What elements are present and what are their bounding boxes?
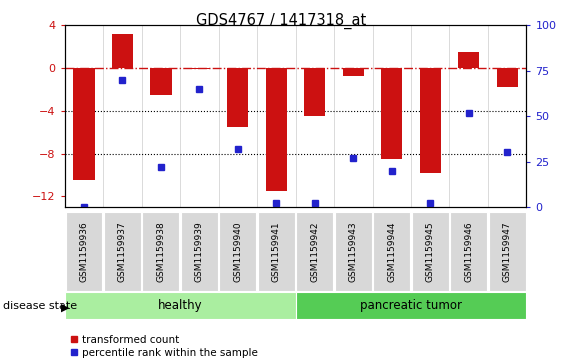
Text: GSM1159947: GSM1159947 [503, 221, 512, 282]
Bar [458, 52, 479, 68]
FancyBboxPatch shape [65, 292, 296, 319]
FancyBboxPatch shape [220, 212, 256, 290]
Text: GSM1159939: GSM1159939 [195, 221, 204, 282]
FancyBboxPatch shape [489, 212, 526, 290]
Bar [419, 68, 441, 173]
Text: GDS4767 / 1417318_at: GDS4767 / 1417318_at [196, 13, 367, 29]
FancyBboxPatch shape [181, 212, 218, 290]
Text: GSM1159945: GSM1159945 [426, 221, 435, 282]
Bar [381, 68, 403, 159]
Bar [266, 68, 287, 191]
Text: GSM1159936: GSM1159936 [79, 221, 88, 282]
Text: pancreatic tumor: pancreatic tumor [360, 299, 462, 312]
FancyBboxPatch shape [373, 212, 410, 290]
Bar [189, 68, 210, 69]
FancyBboxPatch shape [450, 212, 487, 290]
FancyBboxPatch shape [412, 212, 449, 290]
Legend: transformed count, percentile rank within the sample: transformed count, percentile rank withi… [70, 335, 258, 358]
Bar [304, 68, 325, 116]
Bar [150, 68, 172, 95]
FancyBboxPatch shape [296, 292, 526, 319]
Bar [73, 68, 95, 180]
FancyBboxPatch shape [258, 212, 295, 290]
Text: GSM1159944: GSM1159944 [387, 221, 396, 282]
Bar [112, 34, 133, 68]
FancyBboxPatch shape [65, 212, 102, 290]
Text: GSM1159941: GSM1159941 [272, 221, 281, 282]
FancyBboxPatch shape [296, 212, 333, 290]
Text: healthy: healthy [158, 299, 203, 312]
Text: ▶: ▶ [61, 303, 69, 313]
Bar [343, 68, 364, 76]
Bar [227, 68, 248, 127]
Text: GSM1159943: GSM1159943 [349, 221, 358, 282]
FancyBboxPatch shape [104, 212, 141, 290]
Text: GSM1159942: GSM1159942 [310, 221, 319, 282]
Text: GSM1159937: GSM1159937 [118, 221, 127, 282]
Text: disease state: disease state [3, 301, 77, 311]
Text: GSM1159946: GSM1159946 [464, 221, 473, 282]
Bar [497, 68, 518, 87]
Text: GSM1159940: GSM1159940 [234, 221, 242, 282]
FancyBboxPatch shape [335, 212, 372, 290]
Text: GSM1159938: GSM1159938 [157, 221, 166, 282]
FancyBboxPatch shape [142, 212, 180, 290]
